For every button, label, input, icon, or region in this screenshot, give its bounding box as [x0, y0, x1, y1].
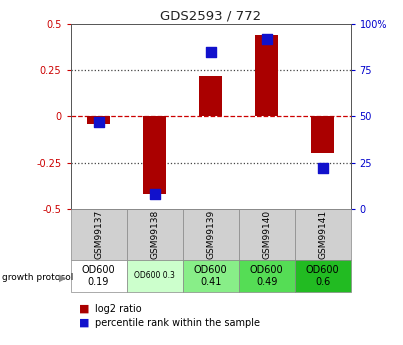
- Text: growth protocol: growth protocol: [2, 273, 73, 282]
- Text: OD600
0.6: OD600 0.6: [306, 265, 339, 287]
- Point: [95, 119, 102, 125]
- Bar: [87, 117, 110, 124]
- Text: OD600 0.3: OD600 0.3: [134, 272, 175, 280]
- Bar: [256, 35, 278, 117]
- Text: ▶: ▶: [59, 273, 66, 283]
- Bar: [183, 209, 239, 260]
- Text: GSM99139: GSM99139: [206, 210, 215, 259]
- Bar: [239, 260, 295, 292]
- Text: log2 ratio: log2 ratio: [95, 304, 141, 314]
- Bar: [239, 209, 295, 260]
- Text: OD600
0.49: OD600 0.49: [250, 265, 283, 287]
- Text: GSM99138: GSM99138: [150, 210, 159, 259]
- Bar: [312, 117, 334, 153]
- Title: GDS2593 / 772: GDS2593 / 772: [160, 10, 261, 23]
- Point: [319, 165, 326, 171]
- Bar: [127, 209, 183, 260]
- Text: ■: ■: [79, 304, 89, 314]
- Text: OD600
0.41: OD600 0.41: [194, 265, 227, 287]
- Point: [152, 191, 158, 197]
- Bar: [127, 260, 183, 292]
- Bar: [183, 260, 239, 292]
- Bar: [199, 76, 222, 117]
- Bar: [143, 117, 166, 194]
- Text: GSM99141: GSM99141: [318, 210, 327, 259]
- Bar: [295, 209, 351, 260]
- Text: GSM99140: GSM99140: [262, 210, 271, 259]
- Text: GSM99137: GSM99137: [94, 210, 103, 259]
- Bar: [71, 209, 127, 260]
- Point: [264, 36, 270, 42]
- Text: ■: ■: [79, 318, 89, 327]
- Bar: [71, 260, 127, 292]
- Bar: [295, 260, 351, 292]
- Text: OD600
0.19: OD600 0.19: [82, 265, 115, 287]
- Point: [207, 49, 214, 55]
- Text: percentile rank within the sample: percentile rank within the sample: [95, 318, 260, 327]
